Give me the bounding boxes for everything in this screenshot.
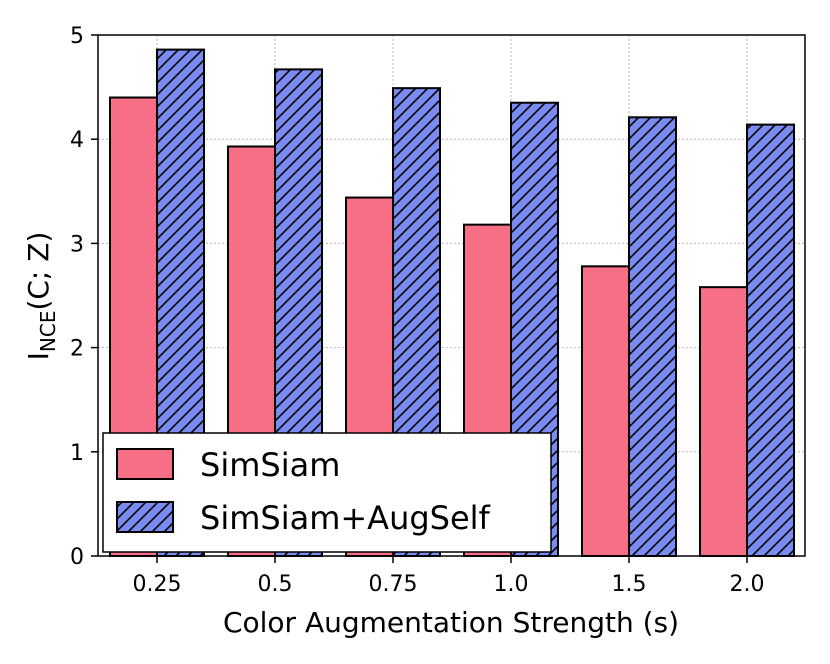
x-tick-label: 1.0 (494, 572, 529, 597)
bar-simsiam-5 (699, 286, 748, 557)
y-tick-label: 3 (70, 232, 84, 257)
x-tick-label: 0.75 (369, 572, 418, 597)
y-axis-title: INCE(C; Z) (22, 232, 60, 361)
y-tick-label: 2 (70, 337, 84, 362)
bar-simsiam-4 (581, 265, 630, 557)
legend-label-simsiam: SimSiam (200, 446, 340, 484)
y-axis-title-subscript: NCE (36, 311, 60, 353)
legend-label-augself: SimSiam+AugSelf (200, 499, 491, 537)
y-axis-title-main: I (22, 352, 55, 360)
y-tick-label: 1 (70, 441, 84, 466)
y-tick-label: 5 (70, 24, 84, 49)
y-axis: 0 1 2 3 4 5 (70, 24, 98, 570)
x-axis: 0.25 0.5 0.75 1.0 1.5 2.0 (133, 556, 765, 597)
y-tick-label: 0 (70, 545, 84, 570)
x-tick-label: 2.0 (730, 572, 765, 597)
y-tick-label: 4 (70, 128, 84, 153)
x-tick-label: 0.25 (133, 572, 182, 597)
legend-swatch-simsiam (116, 448, 174, 480)
x-axis-title: Color Augmentation Strength (s) (223, 606, 679, 639)
x-tick-label: 0.5 (258, 572, 293, 597)
legend: SimSiam SimSiam+AugSelf (102, 432, 552, 553)
bar-simsiam-augself-5 (746, 123, 795, 557)
bar-simsiam-augself-4 (628, 116, 677, 558)
legend-box (102, 432, 552, 553)
y-axis-title-rest: (C; Z) (22, 232, 55, 311)
legend-swatch-augself (116, 501, 174, 533)
x-tick-label: 1.5 (612, 572, 647, 597)
plot-frame (97, 34, 806, 557)
